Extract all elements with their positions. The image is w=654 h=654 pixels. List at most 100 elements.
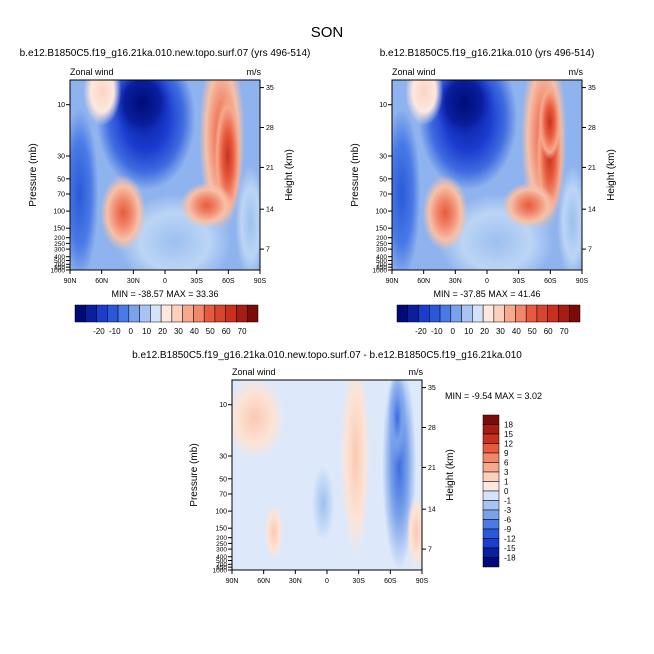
panel-3-y-label-right: Height (km) bbox=[445, 449, 456, 501]
colorbar-1-label: 70 bbox=[238, 327, 247, 336]
colorbar-1-swatch bbox=[150, 304, 162, 323]
colorbar-1-swatch bbox=[160, 304, 173, 323]
panel1-y-tick-label: 150 bbox=[53, 226, 65, 233]
panel-3-right-label: m/s bbox=[409, 367, 424, 377]
colorbar-3-swatch bbox=[482, 424, 500, 435]
panel3-y-tick-label: 200 bbox=[216, 535, 227, 542]
panel2-y-right-tick-label: 14 bbox=[588, 207, 596, 214]
colorbar-1-swatch bbox=[246, 304, 259, 323]
panel2-contour-region bbox=[502, 182, 556, 229]
colorbar-1-swatch bbox=[171, 304, 183, 323]
panel-3: b.e12.B1850C5.f19_g16.21ka.010.new.topo.… bbox=[132, 350, 542, 585]
panel1-y-right-tick-label: 35 bbox=[266, 85, 274, 92]
panel-1-right-label: m/s bbox=[247, 67, 262, 77]
panel1-contour-region bbox=[70, 108, 99, 270]
colorbars: -20 -10 0 10 20 30 40 50 60 70 -20 -10 0 10 20 30 40 50 60… bbox=[74, 304, 581, 568]
colorbar-3-label: 15 bbox=[504, 430, 513, 439]
panel1-contour-region bbox=[100, 175, 146, 251]
panel1-contour-region bbox=[180, 182, 234, 229]
panel1-x-tick-label: 0 bbox=[163, 278, 167, 285]
colorbar-3-label: -3 bbox=[504, 506, 512, 515]
panel-1-left-label: Zonal wind bbox=[70, 67, 114, 77]
panel1-y-right-tick-label: 21 bbox=[266, 165, 274, 172]
colorbar-3-swatch bbox=[482, 547, 500, 558]
panel-1-stats: MIN = -38.57 MAX = 33.36 bbox=[111, 289, 218, 299]
panel3-contour-region bbox=[406, 494, 422, 570]
panel3-y-tick-label: 50 bbox=[219, 476, 227, 483]
panel3-y-right-tick-label: 35 bbox=[428, 385, 436, 392]
colorbar-2-swatch bbox=[407, 304, 419, 323]
panel2-y-tick-label: 700 bbox=[376, 262, 387, 269]
colorbar-1-swatch bbox=[225, 304, 237, 323]
panel-2-y-label: Pressure (mb) bbox=[350, 143, 361, 206]
colorbar-3-label: -1 bbox=[504, 497, 512, 506]
colorbar-2-label: 40 bbox=[512, 327, 521, 336]
colorbar-2-label: 50 bbox=[528, 327, 537, 336]
colorbar-3-swatch bbox=[482, 490, 500, 501]
panel-2-left-label: Zonal wind bbox=[392, 67, 436, 77]
panel3-contour-region bbox=[232, 380, 286, 460]
panel2-y-tick-label: 400 bbox=[376, 254, 387, 261]
panel-2-plot-area: 90N 60N 30N 0 30S 60S 90S103050701001502002503… bbox=[373, 79, 596, 285]
colorbar-2-label: -10 bbox=[431, 327, 443, 336]
colorbar-2-swatch bbox=[461, 304, 473, 323]
colorbar-1-swatch bbox=[117, 304, 130, 323]
figure-title: SON bbox=[311, 24, 344, 41]
panel3-y-tick-label: 150 bbox=[215, 526, 227, 533]
colorbar-2-swatch bbox=[472, 304, 484, 323]
panel1-y-right-tick-label: 14 bbox=[266, 207, 274, 214]
panel2-y-tick-label: 50 bbox=[379, 176, 387, 183]
colorbar-3-swatch bbox=[482, 500, 500, 511]
panel2-y-right-tick-label: 21 bbox=[588, 165, 596, 172]
panel3-y-tick-label: 250 bbox=[216, 541, 227, 548]
colorbar-3-label: -6 bbox=[504, 516, 512, 525]
panel2-x-tick-label: 90N bbox=[386, 278, 399, 285]
colorbar-1-swatch bbox=[182, 304, 194, 323]
colorbar-2-label: 70 bbox=[560, 327, 569, 336]
panel2-x-tick-label: 90S bbox=[576, 278, 589, 285]
colorbar-2-label: 10 bbox=[464, 327, 473, 336]
panel1-x-tick-label: 30S bbox=[190, 278, 203, 285]
colorbar-1-label: -20 bbox=[93, 327, 105, 336]
colorbar-1-swatch bbox=[96, 304, 108, 323]
colorbar-2-swatch bbox=[439, 304, 452, 323]
panel2-contour-region bbox=[405, 80, 444, 126]
panel2-field bbox=[392, 80, 582, 270]
colorbar-3-swatch bbox=[482, 519, 500, 530]
panel3-x-tick-label: 0 bbox=[325, 578, 329, 585]
colorbar-3-label: 0 bbox=[504, 487, 509, 496]
colorbar-1-swatch bbox=[85, 304, 97, 323]
panel3-y-tick-label: 300 bbox=[216, 547, 227, 554]
panel3-y-tick-label: 500 bbox=[216, 558, 227, 565]
panel-1-plot-area: 90N 60N 30N 0 30S 60S 90S103050701001502002503… bbox=[51, 79, 274, 285]
panel-1: b.e12.B1850C5.f19_g16.21ka.010.new.topo.… bbox=[20, 48, 311, 299]
panel2-contour-region bbox=[422, 175, 469, 251]
panel3-x-tick-label: 60S bbox=[384, 578, 397, 585]
panel1-contour-region bbox=[83, 80, 122, 126]
panel2-contour-region bbox=[433, 80, 495, 141]
panel2-y-tick-label: 1000 bbox=[373, 268, 388, 275]
panel3-y-tick-label: 1000 bbox=[213, 568, 228, 575]
panel3-contour-region bbox=[264, 503, 284, 561]
panel-3-title: b.e12.B1850C5.f19_g16.21ka.010.new.topo.… bbox=[132, 350, 522, 361]
panel2-y-right-tick-label: 7 bbox=[588, 247, 592, 254]
colorbar-2-label: 0 bbox=[450, 327, 455, 336]
colorbar-2-label: 60 bbox=[544, 327, 553, 336]
colorbar-2-swatch bbox=[525, 304, 538, 323]
panel1-y-tick-label: 300 bbox=[54, 247, 65, 254]
colorbar-3-label: 12 bbox=[504, 440, 513, 449]
panel3-y-tick-label: 400 bbox=[216, 554, 227, 561]
panel1-x-tick-label: 60S bbox=[222, 278, 235, 285]
panel1-y-right-tick-label: 28 bbox=[266, 125, 274, 132]
colorbar-2-swatch bbox=[396, 304, 409, 323]
panel2-y-tick-label: 250 bbox=[376, 241, 387, 248]
colorbar-3-swatch bbox=[482, 433, 500, 444]
panel1-field bbox=[70, 80, 260, 270]
colorbar-3-swatch bbox=[482, 414, 500, 425]
colorbar-1-swatch bbox=[107, 304, 119, 323]
panel3-y-right-tick-label: 14 bbox=[428, 507, 436, 514]
colorbar-3-label: 1 bbox=[504, 478, 509, 487]
colorbar-2-swatch bbox=[450, 304, 462, 323]
panel2-x-tick-label: 0 bbox=[485, 278, 489, 285]
panel2-y-tick-label: 70 bbox=[379, 192, 387, 199]
